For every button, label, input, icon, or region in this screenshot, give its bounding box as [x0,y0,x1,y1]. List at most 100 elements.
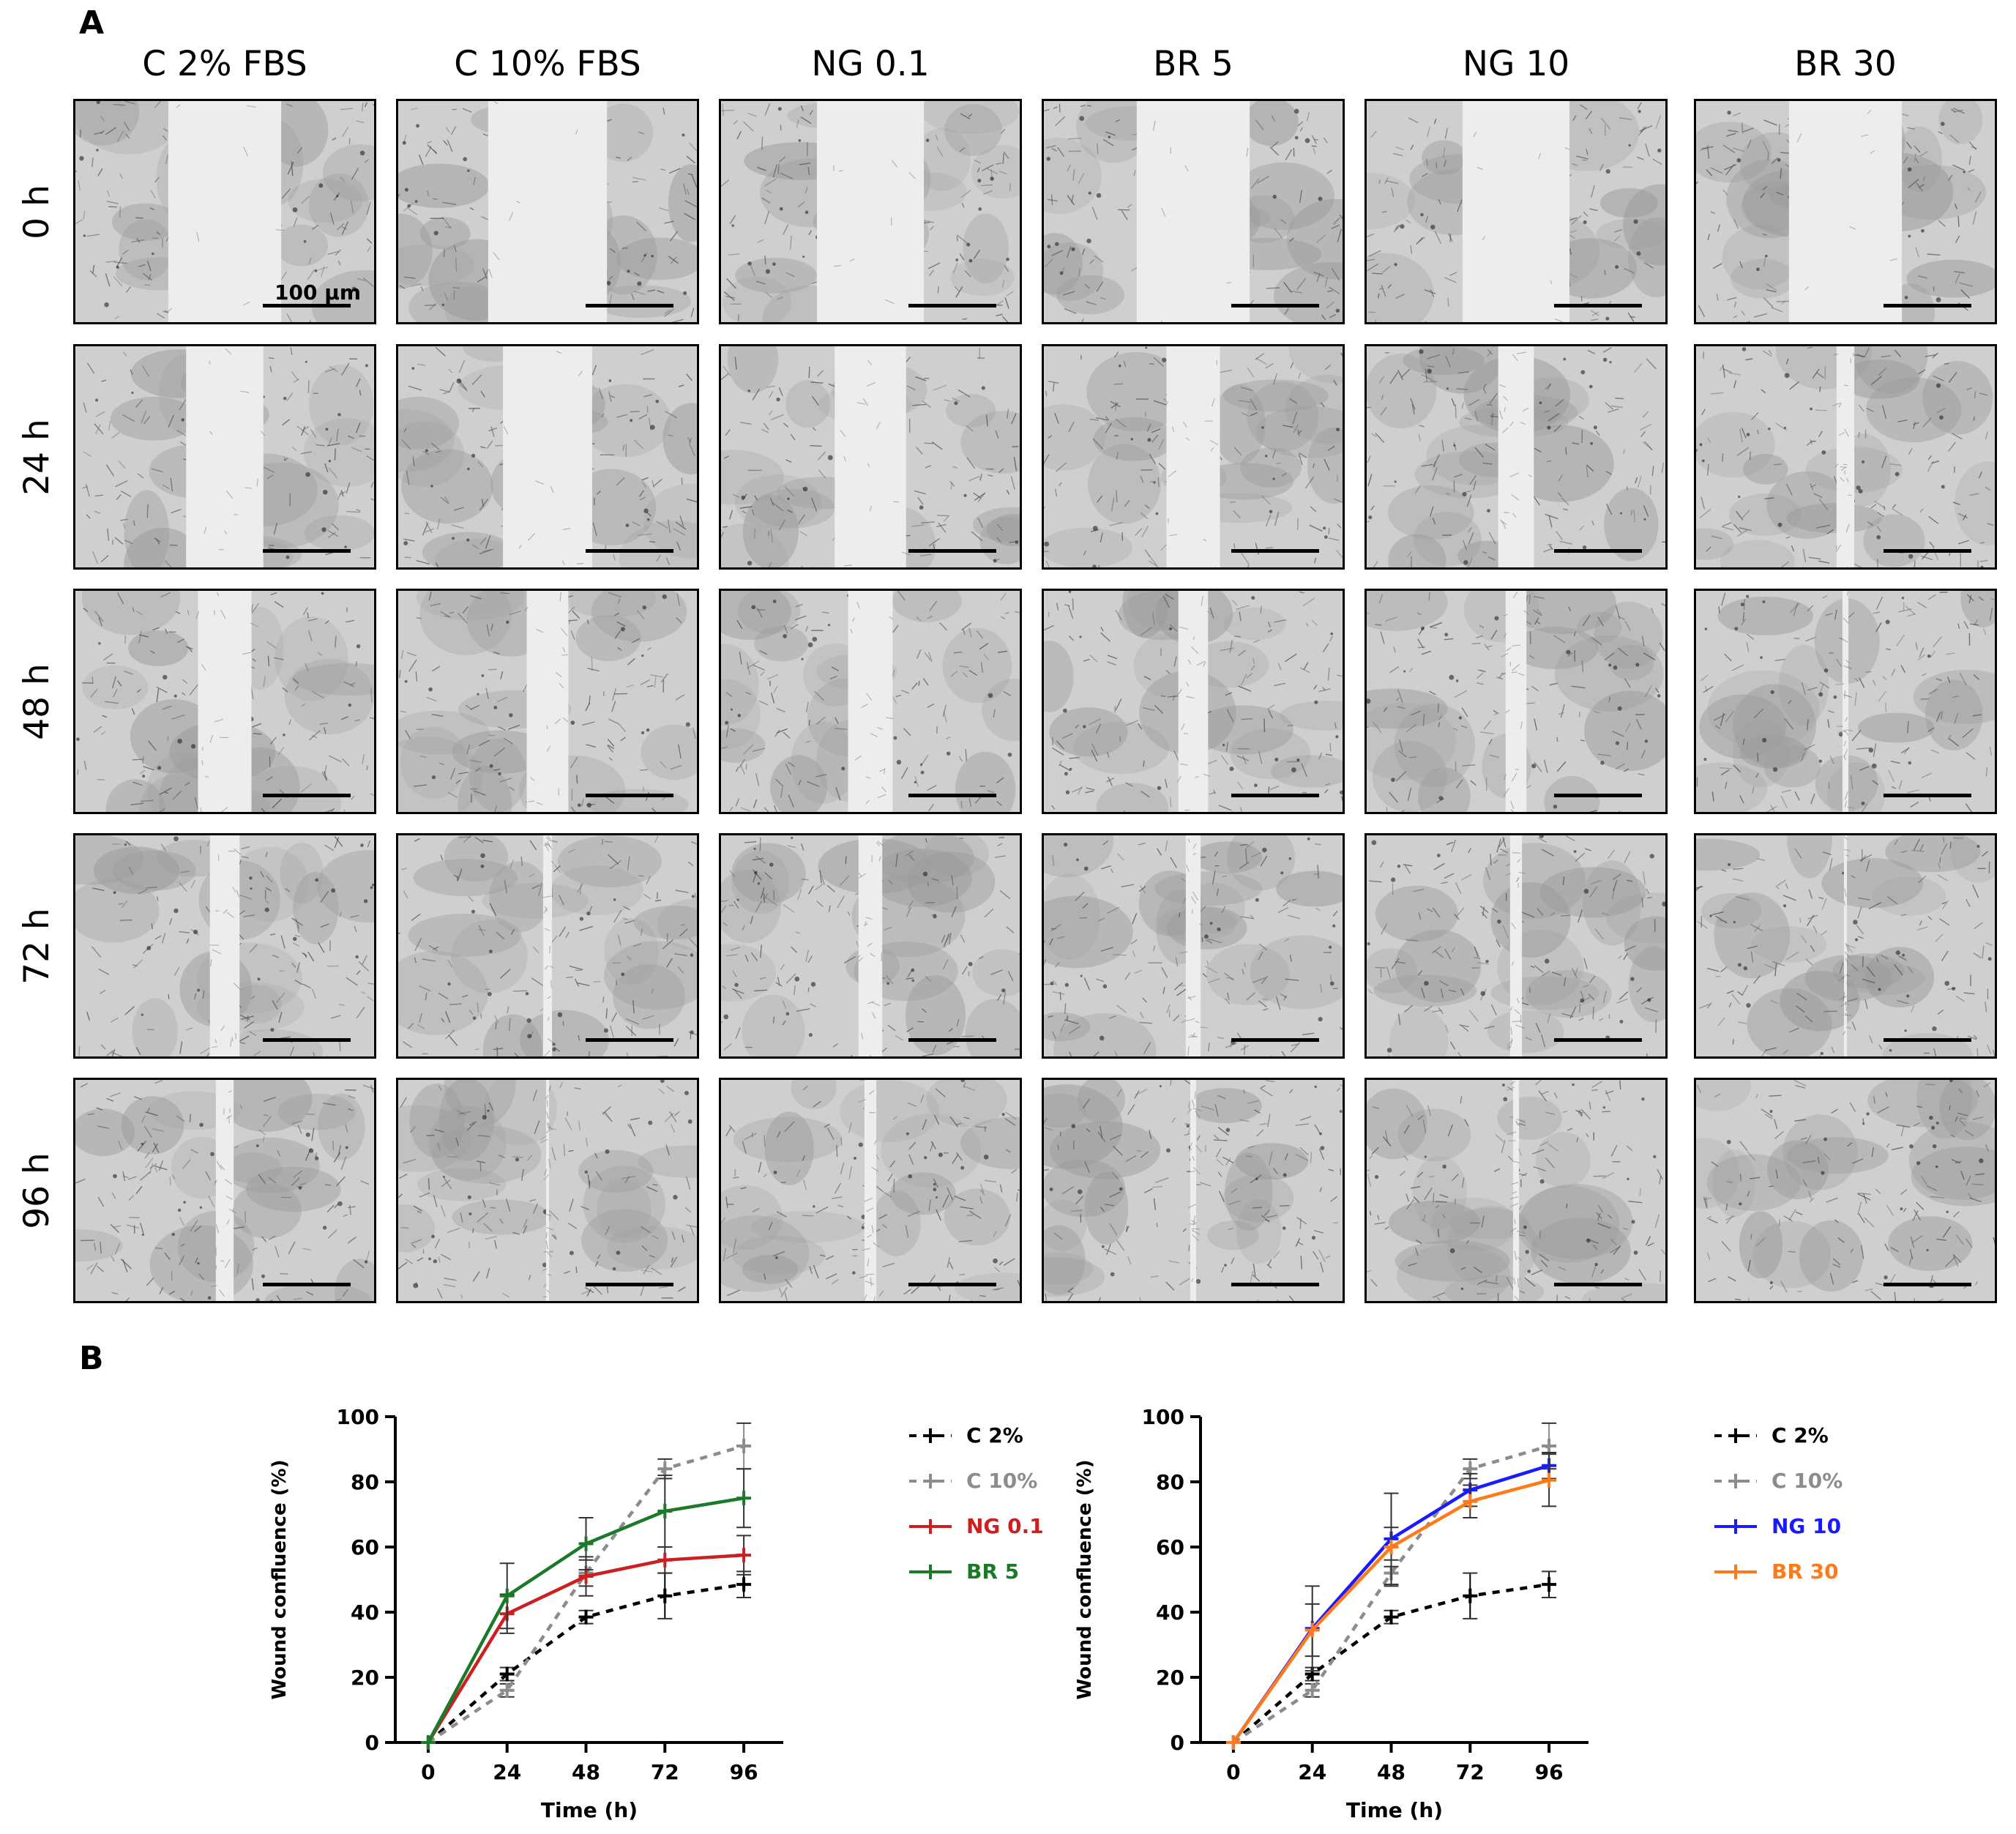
column-label: C 10% FBS [454,44,641,84]
cell-texture [398,101,697,322]
micrograph-tile [719,99,1022,324]
cell-texture [721,1080,1020,1301]
scale-bar [1884,304,1971,307]
cell-texture [75,1080,374,1301]
scale-bar [263,1038,351,1042]
cell-texture [1044,1080,1343,1301]
cell-texture [1696,346,1995,567]
scale-bar [1554,304,1642,307]
y-tick-label: 40 [351,1600,379,1625]
series [1225,1453,1557,1750]
micrograph-tile [1694,99,1997,324]
scale-bar [1884,1283,1971,1286]
micrograph-tile [1364,833,1668,1059]
legend-item: C 10% [1713,1469,1843,1493]
legend-item: C 10% [908,1469,1037,1493]
series [420,1468,752,1750]
x-tick-label: 48 [1377,1760,1405,1784]
panel-b-label: B [79,1340,104,1377]
legend-label: C 10% [966,1469,1038,1493]
legend-label: NG 10 [1772,1514,1842,1538]
x-tick-label: 72 [651,1760,679,1784]
y-tick-label: 60 [1156,1535,1184,1559]
scale-bar [1554,1038,1642,1042]
row-label: 0 h [16,184,57,239]
scale-bar [1554,1283,1642,1286]
y-axis-label: Wound confluence (%) [1074,1460,1096,1700]
micrograph-tile [73,344,376,570]
cell-texture [721,101,1020,322]
cell-texture [1696,1080,1995,1301]
legend-label: C 10% [1772,1469,1843,1493]
micrograph-tile [73,589,376,814]
cell-texture [721,835,1020,1056]
x-axis-label: Time (h) [1346,1798,1443,1822]
series [420,1570,752,1750]
scale-bar [908,304,996,307]
cell-texture [398,835,697,1056]
x-tick-label: 24 [1298,1760,1326,1784]
cell-texture [1367,1080,1665,1301]
y-axis-label: Wound confluence (%) [269,1460,291,1700]
micrograph-tile [396,1078,699,1303]
legend-item: BR 5 [908,1559,1019,1584]
cell-texture [1044,835,1343,1056]
series-line [427,1444,744,1744]
legend-item: C 2% [908,1423,1023,1447]
cell-texture [398,591,697,812]
scale-bar [263,794,351,797]
axes: 0 20 40 60 80 100 0 24 48 72 96 Time (h) Wound confl… [1074,1405,1588,1822]
legend-label: BR 5 [966,1559,1020,1584]
scale-bar [1884,549,1971,553]
micrograph-tile [396,344,699,570]
series [1225,1570,1557,1750]
legend-item: NG 0.1 [908,1514,1044,1538]
column-label: NG 10 [1462,44,1570,84]
y-tick-label: 20 [1156,1666,1184,1690]
x-tick-label: 72 [1456,1760,1485,1784]
micrograph-tile [1694,833,1997,1059]
series-line [1232,1582,1550,1744]
legend-item: NG 10 [1713,1514,1841,1538]
scale-bar [1231,549,1319,553]
x-tick-label: 96 [730,1760,758,1784]
scale-bar [908,1038,996,1042]
scale-bar [586,1283,673,1286]
micrograph-tile [1042,833,1345,1059]
axes: 0 20 40 60 80 100 0 24 48 72 96 Time (h) Wound confl… [269,1405,783,1822]
micrograph-tile [396,99,699,324]
legend-swatch [909,1564,952,1579]
micrograph-tile [1042,344,1345,570]
column-label: C 2% FBS [142,44,307,84]
micrograph-tile [719,1078,1022,1303]
cell-texture [1044,346,1343,567]
legend-label: BR 30 [1772,1559,1839,1584]
x-axis-label: Time (h) [541,1798,638,1822]
micrograph-tile [1364,99,1668,324]
micrograph-tile [73,1078,376,1303]
legend-label: C 2% [1772,1423,1829,1447]
x-tick-label: 24 [493,1760,521,1784]
cell-texture [721,591,1020,812]
scale-bar [1884,1038,1971,1042]
cell-texture [398,1080,697,1301]
micrograph-tile [396,833,699,1059]
micrograph-tile [1694,589,1997,814]
scale-bar [586,304,673,307]
micrograph-tile [1042,99,1345,324]
cell-texture [75,101,374,322]
micrograph-tile [1364,1078,1668,1303]
scale-bar [586,549,673,553]
scale-bar [586,794,673,797]
scale-bar-label: 100 µm [275,280,361,305]
legend-swatch [1714,1564,1757,1579]
micrograph-tile: 100 µm [73,99,376,324]
scale-bar [908,549,996,553]
cell-texture [1367,346,1665,567]
scale-bar [908,794,996,797]
cell-texture [1696,101,1995,322]
column-label: BR 30 [1794,44,1897,84]
cell-texture [1696,835,1995,1056]
cell-texture [1367,101,1665,322]
y-tick-label: 80 [351,1470,379,1494]
